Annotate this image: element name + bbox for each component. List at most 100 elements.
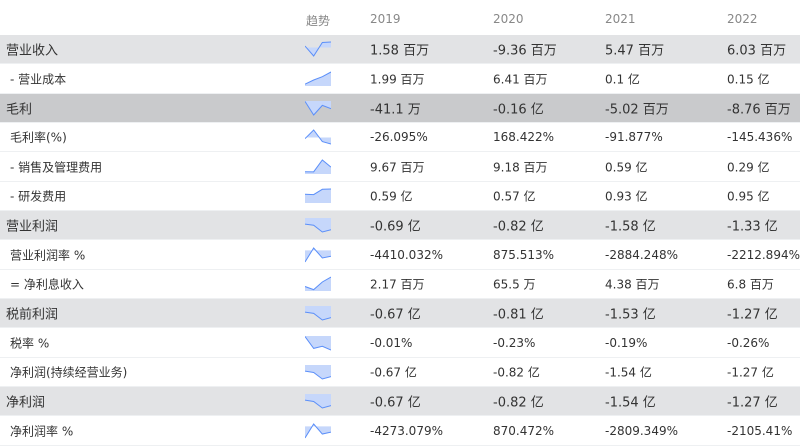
table-row[interactable]: = 净利息收入 2.17 百万 65.5 万 4.38 百万 6.8 百万: [0, 270, 800, 300]
table-row[interactable]: - 销售及管理费用 9.67 百万 9.18 百万 0.59 亿 0.29 亿: [0, 152, 800, 182]
cell-value: -2809.349%: [605, 423, 678, 438]
cell-value: 9.18 百万: [493, 160, 548, 175]
cell-value: -0.26%: [727, 335, 770, 350]
row-label: 营业收入: [6, 43, 59, 59]
table-row[interactable]: 税前利润 -0.67 亿 -0.81 亿 -1.53 亿 -1.27 亿: [0, 299, 800, 329]
sparkline-line: [305, 100, 331, 116]
trend-sparkline: [305, 218, 331, 233]
cell-value: -1.33 亿: [727, 219, 778, 235]
cell-value: 6.8 百万: [727, 277, 774, 292]
sparkline-line: [305, 41, 331, 58]
table-row[interactable]: 净利润 -0.67 亿 -0.82 亿 -1.54 亿 -1.27 亿: [0, 387, 800, 417]
row-label: - 营业成本: [10, 72, 67, 87]
cell-value: 0.1 亿: [605, 72, 640, 87]
year-header[interactable]: 2020: [493, 12, 524, 26]
cell-value: -5.02 百万: [605, 102, 669, 118]
cell-value: -0.67 亿: [370, 307, 421, 323]
cell-value: 0.15 亿: [727, 72, 770, 87]
row-label: 毛利: [6, 102, 33, 118]
trend-sparkline: [305, 422, 331, 438]
table-row[interactable]: 营业利润率 % -4410.032% 875.513% -2884.248% -2212…: [0, 240, 800, 270]
sparkline-line: [305, 335, 331, 351]
table-row[interactable]: 净利润率 % -4273.079% 870.472% -2809.349% -2105.…: [0, 416, 800, 446]
cell-value: -0.81 亿: [493, 307, 544, 323]
sparkline-area: [305, 364, 331, 379]
row-label: 净利润(持续经营业务): [10, 365, 128, 380]
cell-value: -4410.032%: [370, 247, 443, 262]
year-header[interactable]: 2021: [605, 12, 636, 26]
cell-value: 9.67 百万: [370, 160, 425, 175]
cell-value: 65.5 万: [493, 277, 536, 292]
cell-value: -0.82 亿: [493, 365, 540, 380]
sparkline-area: [305, 276, 331, 291]
sparkline-area: [305, 218, 331, 233]
cell-value: -0.01%: [370, 335, 413, 350]
year-header[interactable]: 2022: [727, 12, 758, 26]
table-row[interactable]: 净利润(持续经营业务) -0.67 亿 -0.82 亿 -1.54 亿 -1.27 亿: [0, 358, 800, 388]
trend-sparkline: [305, 276, 331, 291]
sparkline-line: [305, 311, 331, 321]
row-label: 净利润率 %: [10, 424, 74, 439]
cell-value: -4273.079%: [370, 423, 443, 438]
financial-table: 营业收入 1.58 百万 -9.36 百万 5.47 百万 6.03 百万 - 营业成本 1…: [0, 35, 800, 446]
sparkline-line: [305, 223, 331, 233]
row-label: - 销售及管理费用: [10, 160, 103, 175]
sparkline-line: [305, 129, 331, 145]
trend-sparkline: [305, 71, 331, 86]
cell-value: -91.877%: [605, 130, 663, 145]
trend-sparkline: [305, 129, 331, 145]
cell-value: 0.59 亿: [605, 160, 648, 175]
cell-value: -0.16 亿: [493, 102, 544, 118]
cell-value: 5.47 百万: [605, 43, 665, 59]
cell-value: -8.76 百万: [727, 102, 791, 118]
cell-value: -26.095%: [370, 130, 428, 145]
cell-value: -1.27 亿: [727, 307, 778, 323]
cell-value: 0.29 亿: [727, 160, 770, 175]
trend-sparkline: [305, 246, 331, 262]
table-row[interactable]: 税率 % -0.01% -0.23% -0.19% -0.26%: [0, 328, 800, 358]
cell-value: -0.69 亿: [370, 219, 421, 235]
sparkline-area: [305, 188, 331, 203]
trend-sparkline: [305, 394, 331, 409]
cell-value: 0.59 亿: [370, 189, 413, 204]
cell-value: 1.58 百万: [370, 43, 430, 59]
cell-value: 0.57 亿: [493, 189, 536, 204]
trend-sparkline: [305, 335, 331, 351]
cell-value: -0.67 亿: [370, 365, 417, 380]
row-label: 营业利润率 %: [10, 248, 86, 263]
cell-value: -2212.894%: [727, 247, 800, 262]
cell-value: 4.38 百万: [605, 277, 660, 292]
table-row[interactable]: 营业利润 -0.69 亿 -0.82 亿 -1.58 亿 -1.33 亿: [0, 211, 800, 241]
trend-sparkline: [305, 188, 331, 203]
sparkline-line: [305, 158, 331, 172]
sparkline-area: [305, 335, 331, 350]
table-row[interactable]: 毛利率(%) -26.095% 168.422% -91.877% -145.436%: [0, 123, 800, 153]
cell-value: -0.19%: [605, 335, 648, 350]
table-row[interactable]: - 营业成本 1.99 百万 6.41 百万 0.1 亿 0.15 亿: [0, 64, 800, 94]
cell-value: -1.54 亿: [605, 365, 652, 380]
cell-value: -0.67 亿: [370, 395, 421, 411]
cell-value: -1.27 亿: [727, 365, 774, 380]
cell-value: 1.99 百万: [370, 72, 425, 87]
cell-value: -0.82 亿: [493, 395, 544, 411]
cell-value: 875.513%: [493, 247, 555, 262]
cell-value: 2.17 百万: [370, 277, 425, 292]
trend-sparkline: [305, 41, 331, 58]
cell-value: -2884.248%: [605, 247, 678, 262]
sparkline-line: [305, 399, 331, 409]
cell-value: -41.1 万: [370, 102, 421, 118]
cell-value: -1.27 亿: [727, 395, 778, 411]
sparkline-area: [305, 306, 331, 321]
table-row[interactable]: - 研发费用 0.59 亿 0.57 亿 0.93 亿 0.95 亿: [0, 182, 800, 212]
sparkline-area: [305, 130, 331, 145]
year-header[interactable]: 2019: [370, 12, 401, 26]
sparkline-line: [305, 188, 331, 195]
table-row[interactable]: 毛利 -41.1 万 -0.16 亿 -5.02 百万 -8.76 百万: [0, 93, 800, 124]
cell-value: -0.23%: [493, 335, 536, 350]
sparkline-area: [305, 394, 331, 409]
table-row[interactable]: 营业收入 1.58 百万 -9.36 百万 5.47 百万 6.03 百万: [0, 35, 800, 65]
sparkline-line: [305, 422, 331, 438]
cell-value: -9.36 百万: [493, 43, 557, 59]
trend-sparkline: [305, 306, 331, 321]
sparkline-line: [305, 71, 331, 85]
